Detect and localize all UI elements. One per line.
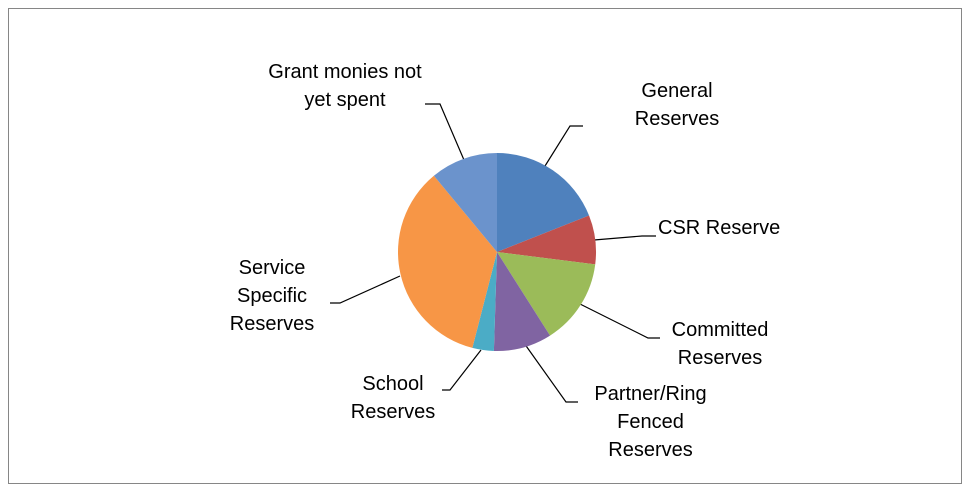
pie-slice xyxy=(497,215,596,265)
leader-line xyxy=(442,349,482,391)
leader-line xyxy=(330,275,401,304)
slice-label: Committed Reserves xyxy=(671,319,769,369)
pie-slice xyxy=(398,175,497,348)
pie-slice xyxy=(433,153,497,252)
slice-label: School Reserves xyxy=(350,373,436,423)
pie-slice xyxy=(493,252,551,351)
slice-label: Grant monies not yet spent xyxy=(268,61,422,111)
pie-slice xyxy=(472,252,497,351)
leader-line xyxy=(593,235,656,241)
leader-line xyxy=(544,125,583,167)
pie xyxy=(398,153,596,351)
pie-slice xyxy=(497,153,590,252)
slice-label: CSR Reserve xyxy=(658,217,781,239)
slice-label: General Reserves xyxy=(634,80,720,130)
pie-slice xyxy=(497,252,596,336)
leader-line xyxy=(425,103,465,161)
slice-label: Service Specific Reserves xyxy=(229,257,315,335)
slice-label: Partner/Ring Fenced Reserves xyxy=(594,383,707,461)
leader-line xyxy=(577,302,660,339)
leader-lines xyxy=(330,103,660,403)
leader-line xyxy=(523,342,578,403)
